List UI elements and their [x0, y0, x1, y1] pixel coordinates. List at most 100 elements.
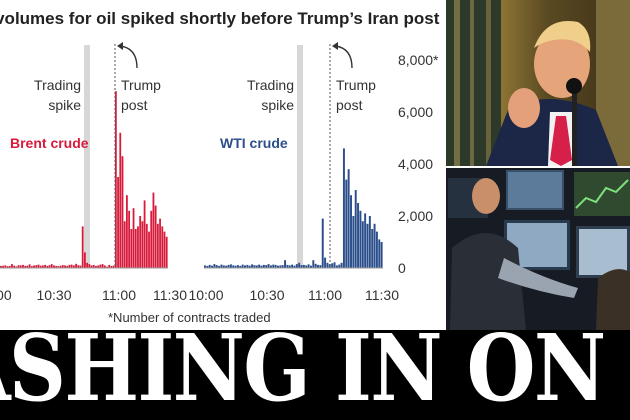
bar — [333, 262, 336, 268]
bar — [305, 265, 308, 268]
bar — [50, 264, 53, 268]
bar — [314, 263, 317, 268]
bar — [70, 264, 73, 268]
chart-title: g volumes for oil spiked shortly before … — [0, 9, 440, 28]
bar — [66, 265, 69, 268]
bar — [274, 264, 277, 268]
bar — [44, 264, 47, 268]
bar — [15, 266, 18, 268]
trump-post-label: post — [336, 97, 363, 113]
trading-spike-label: Trading — [247, 77, 294, 93]
bar — [123, 221, 126, 268]
bar — [328, 264, 331, 268]
bar — [152, 192, 155, 268]
bar — [156, 223, 159, 268]
y-tick-label: 6,000 — [398, 104, 433, 120]
bar — [137, 226, 139, 268]
series-label: WTI crude — [220, 135, 288, 151]
bar — [22, 264, 24, 268]
bar — [293, 265, 296, 268]
trump-post-label: post — [121, 97, 148, 113]
bar — [272, 264, 275, 268]
bar — [143, 200, 146, 268]
bar — [128, 210, 131, 268]
bar — [57, 266, 60, 268]
bar — [110, 265, 113, 268]
bar — [150, 210, 153, 268]
bar — [354, 190, 357, 268]
bar — [103, 265, 106, 268]
bar — [241, 264, 244, 268]
bar — [114, 91, 117, 268]
bar — [77, 265, 80, 268]
bar — [284, 260, 287, 268]
bar — [232, 265, 235, 268]
x-tick-label: 11:00 — [102, 287, 136, 303]
bar — [300, 265, 303, 268]
headline-text: CASHING IN ON THE WAR — [0, 330, 630, 420]
bar — [0, 265, 2, 268]
bar — [373, 223, 376, 268]
bar — [246, 264, 249, 268]
bar — [99, 264, 102, 268]
bar — [90, 265, 93, 268]
bar — [28, 264, 31, 268]
bar — [204, 265, 206, 268]
bar — [97, 265, 100, 268]
bar — [371, 229, 374, 268]
bar — [225, 265, 228, 268]
bar — [340, 262, 343, 268]
bar — [61, 265, 64, 268]
bar — [359, 210, 362, 268]
bar — [364, 213, 367, 268]
x-tick-label: 10:30 — [36, 287, 71, 303]
bar — [347, 169, 350, 268]
bar — [215, 265, 218, 268]
bar — [145, 223, 148, 268]
bar — [53, 265, 55, 268]
trading-spike-label: spike — [48, 97, 81, 113]
bar — [267, 264, 270, 268]
bar — [234, 265, 237, 268]
bar — [154, 205, 157, 268]
bar — [101, 264, 104, 268]
x-tick-label: 11:00 — [308, 287, 342, 303]
bar — [331, 263, 334, 268]
bar — [258, 264, 261, 268]
bar — [30, 266, 33, 268]
bar — [8, 265, 11, 268]
y-tick-label: 4,000 — [398, 156, 433, 172]
bar — [251, 264, 254, 268]
trump-post-label: Trump — [336, 77, 376, 93]
bar — [352, 216, 355, 268]
bar — [208, 264, 211, 268]
bar — [218, 265, 221, 268]
bar — [298, 262, 301, 268]
bar — [92, 264, 95, 268]
bar — [380, 242, 383, 268]
bar — [206, 265, 209, 268]
bar — [295, 264, 298, 268]
bar — [277, 265, 279, 268]
bar — [55, 265, 58, 268]
bar — [307, 264, 310, 268]
bar — [121, 156, 124, 268]
trading-spike-band-1 — [84, 45, 90, 268]
bar — [345, 179, 348, 268]
bar — [19, 265, 22, 268]
bar — [161, 226, 164, 268]
chart-area: g volumes for oil spiked shortly before … — [0, 9, 440, 325]
trump-photo — [446, 0, 630, 166]
bar — [84, 252, 86, 268]
bar — [312, 260, 315, 268]
trading-spike-label: spike — [261, 97, 294, 113]
bar — [262, 264, 265, 268]
bar — [165, 236, 168, 268]
bar — [75, 263, 77, 268]
bar — [64, 265, 66, 268]
series-label: Brent crude — [10, 135, 89, 151]
bar — [79, 265, 82, 268]
bar — [17, 265, 20, 268]
bar — [342, 148, 345, 268]
bar — [132, 208, 135, 268]
